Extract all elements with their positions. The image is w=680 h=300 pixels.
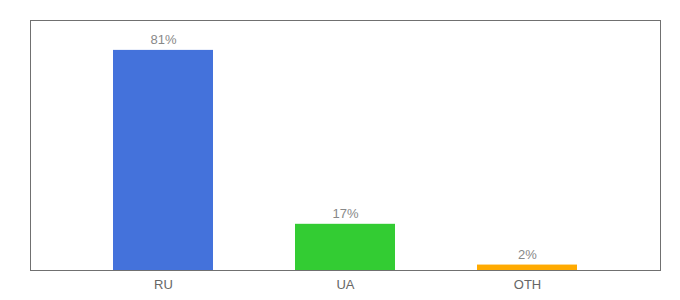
svg-text:81%: 81% (150, 32, 176, 47)
svg-text:OTH: OTH (514, 277, 541, 292)
svg-text:17%: 17% (332, 206, 358, 221)
svg-text:UA: UA (336, 277, 354, 292)
svg-text:2%: 2% (518, 247, 537, 262)
svg-text:RU: RU (154, 277, 173, 292)
